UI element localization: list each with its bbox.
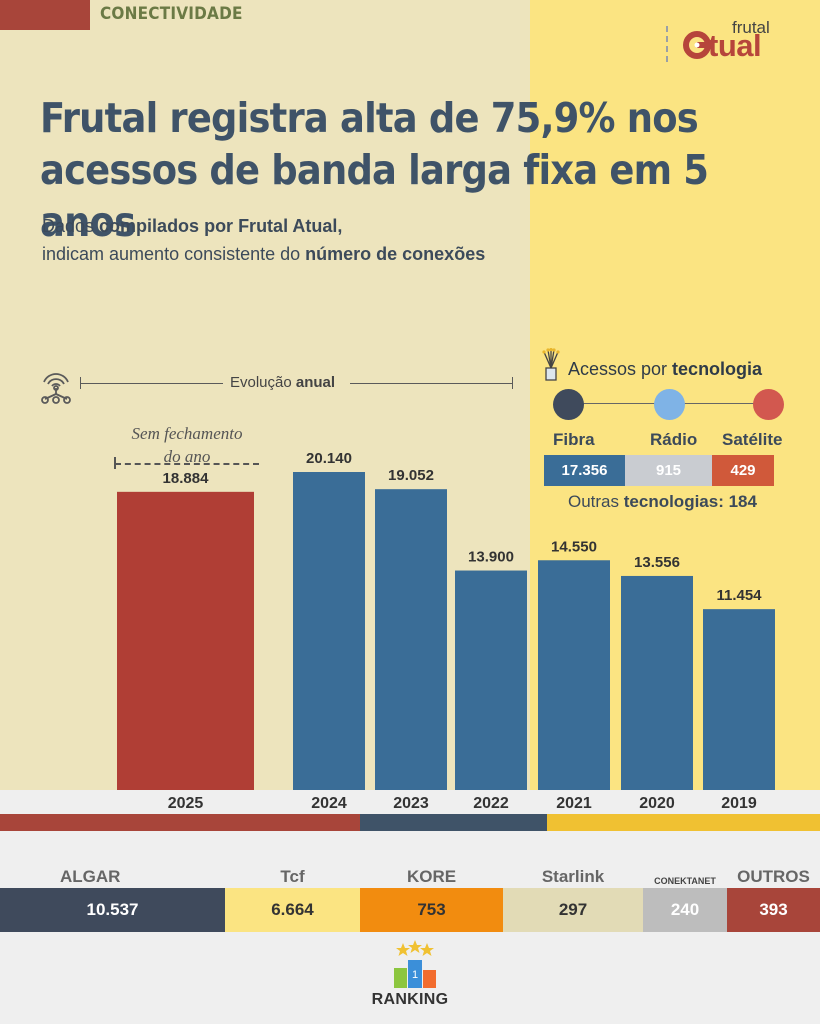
provider-name: CONEKTANET [654, 876, 716, 886]
provider-name: KORE [406, 867, 457, 886]
other-technologies: Outras tecnologias: 184 [568, 492, 757, 512]
network-icon [41, 373, 71, 404]
technology-title: Acessos por tecnologia [568, 359, 762, 380]
subtitle-line2-bold: número de conexões [305, 244, 486, 264]
bar-2021 [538, 560, 610, 790]
provider-value: 10.537 [0, 888, 225, 932]
bar-2023 [375, 489, 447, 790]
provider-value: 240 [643, 888, 727, 932]
subtitle-line2-pre: indicam aumento consistente do [42, 244, 306, 264]
bar-2024 [293, 472, 365, 790]
provider-value: 393 [727, 888, 820, 932]
value-label-2022: 13.900 [468, 549, 514, 566]
timeline-line-left [80, 383, 223, 384]
provider-value: 753 [360, 888, 503, 932]
provider-value: 6.664 [225, 888, 360, 932]
bar-2022 [455, 570, 527, 790]
bar-2020 [621, 575, 693, 790]
bar-chart: 18.884 2025 20.140 2024 19.052 2023 13.900 2022… [117, 450, 775, 812]
provider-name: ALGAR [60, 867, 121, 886]
subtitle-line1-pre: Dados [42, 216, 100, 236]
year-label-2023: 2023 [393, 795, 429, 812]
podium-icon: 1 [394, 940, 436, 988]
tech-value: 429 [712, 455, 774, 486]
color-strip-segment [0, 814, 360, 831]
evolution-label-bold: anual [295, 374, 336, 391]
technology-title-bold: tecnologia [672, 359, 763, 379]
tech-name: Fibra [553, 430, 595, 449]
ranking-label: RANKING [371, 991, 449, 1008]
incomplete-year-note: Sem fechamento do ano [108, 422, 266, 468]
tech-dot-rádio [654, 389, 685, 420]
tech-dot-fibra [553, 389, 584, 420]
tech-name: Rádio [650, 430, 698, 449]
evolution-label-pre: Evolução [230, 374, 296, 391]
subtitle-line1-bold: compilados por Frutal Atual, [99, 216, 343, 236]
value-label-2019: 11.454 [716, 587, 762, 604]
timeline-line-right [350, 383, 513, 384]
evolution-label: Evolução anual [230, 374, 335, 391]
section-color-bar [0, 0, 90, 30]
bar-2025 [117, 491, 254, 790]
value-label-2023: 19.052 [388, 467, 434, 484]
logo-text-atual: tual [708, 28, 762, 63]
provider-value: 297 [503, 888, 643, 932]
logo-separator [666, 26, 668, 62]
provider-name: Starlink [541, 867, 605, 886]
fiber-optic-icon [542, 348, 560, 381]
tech-dot-satélite [753, 389, 784, 420]
tech-value: 915 [625, 455, 712, 486]
value-label-2020: 13.556 [634, 554, 680, 571]
podium-number: 1 [412, 969, 418, 981]
section-tag: CONECTIVIDADE [100, 4, 243, 24]
note-line2: do ano [163, 447, 211, 466]
other-technologies-pre: Outras [568, 492, 624, 511]
tech-name: Satélite [722, 430, 783, 449]
provider-name: OUTROS [737, 867, 810, 886]
year-label-2021: 2021 [556, 795, 592, 812]
color-strip-segment [547, 814, 820, 831]
year-label-2019: 2019 [721, 795, 757, 812]
subtitle: Dados compilados por Frutal Atual, indic… [42, 212, 642, 268]
note-line1: Sem fechamento [131, 424, 243, 443]
logo-text-frutal: frutal [732, 18, 770, 37]
tech-value: 17.356 [544, 455, 625, 486]
technology-title-pre: Acessos por [568, 359, 673, 379]
year-label-2025: 2025 [168, 795, 204, 812]
logo-mark-icon [683, 31, 711, 59]
year-label-2022: 2022 [473, 795, 509, 812]
timeline-tick-right [512, 377, 513, 389]
year-label-2024: 2024 [311, 795, 347, 812]
provider-name: Tcf [280, 867, 305, 886]
value-label-2025: 18.884 [163, 470, 210, 487]
headline: Frutal registra alta de 75,9% nos acesso… [40, 94, 709, 246]
other-technologies-bold: tecnologias: 184 [623, 492, 757, 511]
value-label-2021: 14.550 [551, 538, 597, 555]
value-label-2024: 20.140 [306, 450, 352, 467]
frutal-atual-logo[interactable]: frutal tual [666, 16, 796, 66]
year-label-2020: 2020 [639, 795, 675, 812]
note-dashed-line [115, 463, 259, 465]
color-strip-segment [360, 814, 547, 831]
bar-2019 [703, 609, 775, 790]
